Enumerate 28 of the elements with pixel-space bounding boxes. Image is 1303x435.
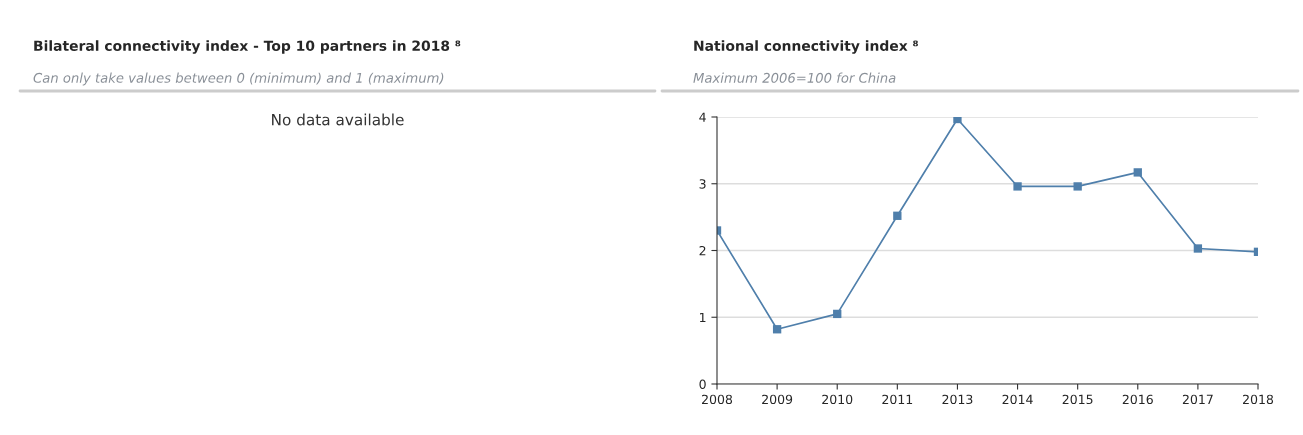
x-tick-label: 2018 — [1243, 394, 1274, 405]
point — [833, 309, 842, 319]
point — [1073, 182, 1082, 191]
x-tick-label: 2015 — [1062, 394, 1093, 405]
x-tick-label: 2010 — [822, 394, 853, 405]
y-tick-label: 4 — [699, 112, 706, 122]
x-tick-label: 2013 — [942, 394, 973, 405]
point — [772, 325, 782, 334]
x-tick-label: 2009 — [762, 394, 793, 405]
chart-title: National connectivity index ⁸ — [694, 40, 918, 54]
text: Bilateral connectivity index - Top 10 partners in 2018 ⁸ — [34, 40, 461, 54]
x-tick-label: 2017 — [1182, 394, 1213, 405]
x-tick-label: 2016 — [1122, 394, 1153, 405]
y-tick-label: 0 — [699, 379, 706, 389]
x-tick-label: 2008 — [702, 394, 733, 405]
x-tick-label: 2011 — [882, 394, 913, 405]
text: No data available — [272, 113, 404, 126]
y-tick-label: 1 — [700, 312, 706, 322]
point — [1133, 168, 1142, 177]
point — [1193, 244, 1203, 253]
x-tick-label: 2014 — [1002, 394, 1033, 405]
text: Can only take values between 0 (minimum) and 1 (maximum) — [33, 72, 444, 86]
point — [1013, 182, 1022, 191]
y-tick-label: 3 — [699, 179, 706, 189]
y-tick-label: 2 — [699, 245, 706, 256]
point — [893, 211, 902, 220]
point — [953, 117, 962, 124]
chart-subtitle: Maximum 2006=100 for China — [693, 72, 896, 83]
